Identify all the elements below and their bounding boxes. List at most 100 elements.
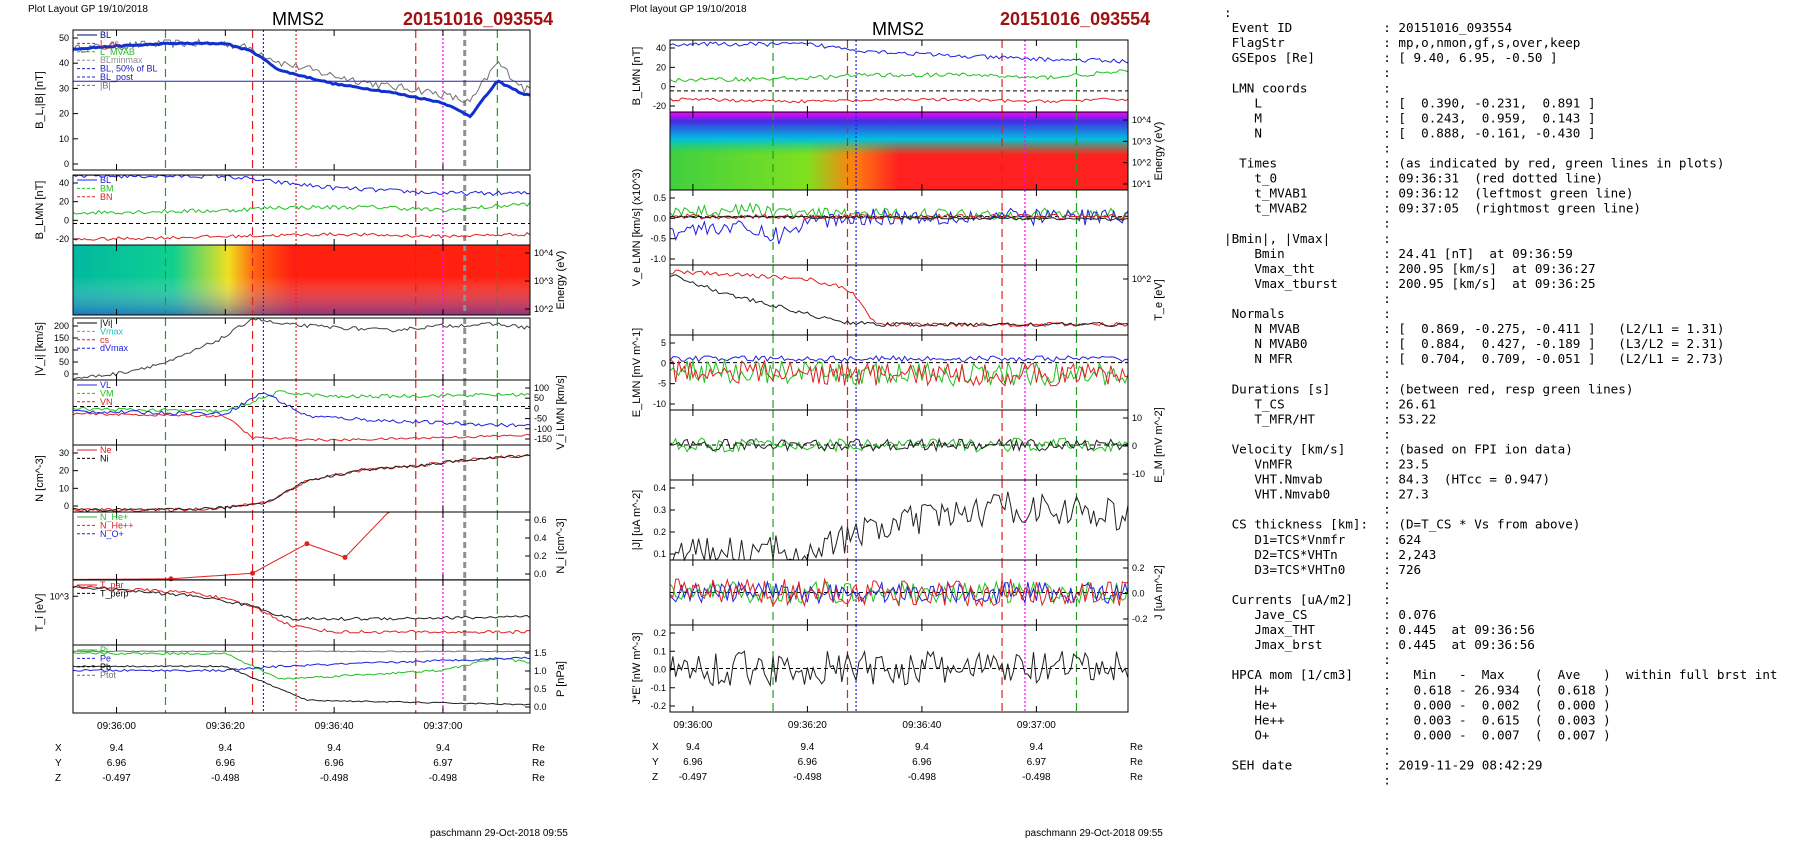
panel-j: 0.4 0.3 0.2 0.1 |J| [uA m^-2] [631,479,1129,562]
coord-value-Z-0: -0.497 [679,772,708,783]
spectrogram-shade-espec [670,112,1128,190]
trace-nhpca-0 [73,511,530,580]
trace-p-3 [72,650,531,653]
info-line-19: : [1224,291,1391,306]
trace-em-0 [669,437,1129,453]
y-tick-bmag-1: 40 [59,58,69,68]
left-title: MMS2 [272,9,324,29]
y-tick-ti-0: 10^3 [50,591,69,601]
trace-ti-1 [72,586,531,621]
legend-label-bmag-1: L_cs [100,38,120,48]
y-tick-ve-1: 0.0 [653,213,666,223]
info-line-49: : [1224,742,1391,757]
coord-value-Z-3: -0.498 [429,773,458,784]
coord-value-Y-0: 6.96 [683,757,703,768]
y-tick-elmn-1: 0 [661,358,666,368]
time-tick-label-3: 09:37:00 [423,721,462,732]
y-label-elmn: E_LMN [mV m^-1] [631,328,643,418]
coord-row-label-Y: Y [652,757,659,768]
info-line-27: T_MFR/HT : 53.22 [1224,411,1436,426]
y-tick-blmn-1: 20 [656,62,666,72]
info-line-14: : [1224,216,1391,231]
trace-elmn-2 [669,359,1129,387]
info-line-25: Durations [s] : (between red, resp green… [1224,381,1633,396]
y-tick-right-te-0: 10^2 [1132,274,1151,284]
trace-p-2 [72,665,531,706]
y-label-ve: V_e LMN [km/s] (x10^3) [631,169,643,287]
y-tick-right-espec-1: 10^3 [1132,136,1151,146]
y-tick-vi-0: 200 [54,321,69,331]
y-label-right-vilmn: V_i LMN [km/s] [555,375,567,450]
y-tick-bmag-5: 0 [64,159,69,169]
coord-unit-Y: Re [532,758,545,769]
middle-header: Plot layout GP 19/10/2018 [630,4,747,15]
y-tick-j-2: 0.2 [653,527,666,537]
y-tick-blmn-3: -20 [653,101,666,111]
panel-ve: 0.5 0.0 -0.5 -1.0 V_e LMN [km/s] (x10^3) [631,169,1129,287]
coord-unit-X: Re [532,743,545,754]
legend-label-vi-2: cs [100,335,110,345]
legend-label-bmag-0: BL [100,30,111,40]
y-tick-right-spec-0: 10^4 [534,248,553,258]
trace-blmn-2 [72,232,531,241]
y-tick-right-vilmn-4: -100 [534,424,552,434]
y-tick-je-4: -0.2 [650,701,666,711]
y-tick-right-em-2: -10 [1132,469,1145,479]
legend-label-bmag-3: BLminmax [100,55,143,65]
y-label-right-jlmn: J [uA m^-2] [1153,565,1165,620]
panel-elmn: 5 0 -5 -10 E_LMN [mV m^-1] [631,328,1129,418]
panel-frame-nhpca [72,511,531,581]
y-tick-ve-0: 0.5 [653,193,666,203]
legend-label-ti-0: T_par [100,580,124,590]
time-tick-label-0: 09:36:00 [97,721,136,732]
y-tick-vi-2: 100 [54,345,69,355]
info-line-43: : [1224,652,1391,667]
panel-bmag: 50 40 30 20 10 0 B_L,|B| [nT] BLL_csL_MVABBLmin… [34,29,531,171]
coord-row-label-Z: Z [55,773,61,784]
y-label-right-spec: Energy (eV) [555,251,567,310]
y-tick-right-vilmn-3: -50 [534,414,547,424]
coord-value-X-0: 9.4 [110,743,124,754]
info-line-36: D2=TCS*VHTn : 2,243 [1224,547,1436,562]
y-tick-right-p-0: 1.5 [534,648,547,658]
panel-blmn: 40 20 0 -20 B_LMN [nT] [631,39,1129,113]
panel-spec: 10^4 10^3 10^2 Energy (eV) [72,244,567,316]
panel-frame-j [669,479,1129,561]
trace-blmn-1 [72,202,531,215]
info-line-40: Jave_CS : 0.076 [1224,607,1436,622]
panel-nhpca: 0.6 0.4 0.2 0.0 N_i [cm^-3] N_He+N_He++N_O+ [72,511,567,582]
info-line-11: t_0 : 09:36:31 (red dotted line) [1224,171,1603,186]
y-tick-j-3: 0.1 [653,549,666,559]
coord-value-Y-1: 6.96 [798,757,818,768]
y-tick-bmag-2: 30 [59,83,69,93]
info-line-32: VHT.Nmvab0 : 27.3 [1224,487,1429,502]
y-tick-j-1: 0.3 [653,505,666,515]
coord-row-label-X: X [652,742,659,753]
info-line-8: N : [ 0.888, -0.161, -0.430 ] [1224,125,1596,140]
coord-unit-Y: Re [1130,757,1143,768]
y-tick-right-p-1: 1.0 [534,666,547,676]
middle-event-id: 20151016_093554 [1000,9,1150,29]
y-tick-right-p-2: 0.5 [534,684,547,694]
info-line-39: Currents [uA/m2] : [1224,592,1391,607]
y-label-ti: T_i [eV] [34,594,46,632]
y-tick-right-vilmn-5: -150 [534,434,552,444]
panel-frame-je [669,624,1129,713]
coord-unit-X: Re [1130,742,1143,753]
y-tick-blmn-1: 20 [59,197,69,207]
coord-value-Z-0: -0.497 [102,773,131,784]
info-line-24: : [1224,366,1391,381]
coord-value-Z-1: -0.498 [793,772,822,783]
y-tick-right-p-3: 0.0 [534,702,547,712]
trace-p-0 [72,651,531,680]
trace-blmn-0 [669,41,1129,64]
event-info-text: : Event ID : 20151016_093554 FlagStr : m… [1224,5,1778,788]
y-tick-bmag-0: 50 [59,33,69,43]
y-tick-right-em-0: 10 [1132,413,1142,423]
y-tick-right-espec-3: 10^1 [1132,179,1151,189]
legend-label-nhpca-1: N_He++ [100,520,134,530]
